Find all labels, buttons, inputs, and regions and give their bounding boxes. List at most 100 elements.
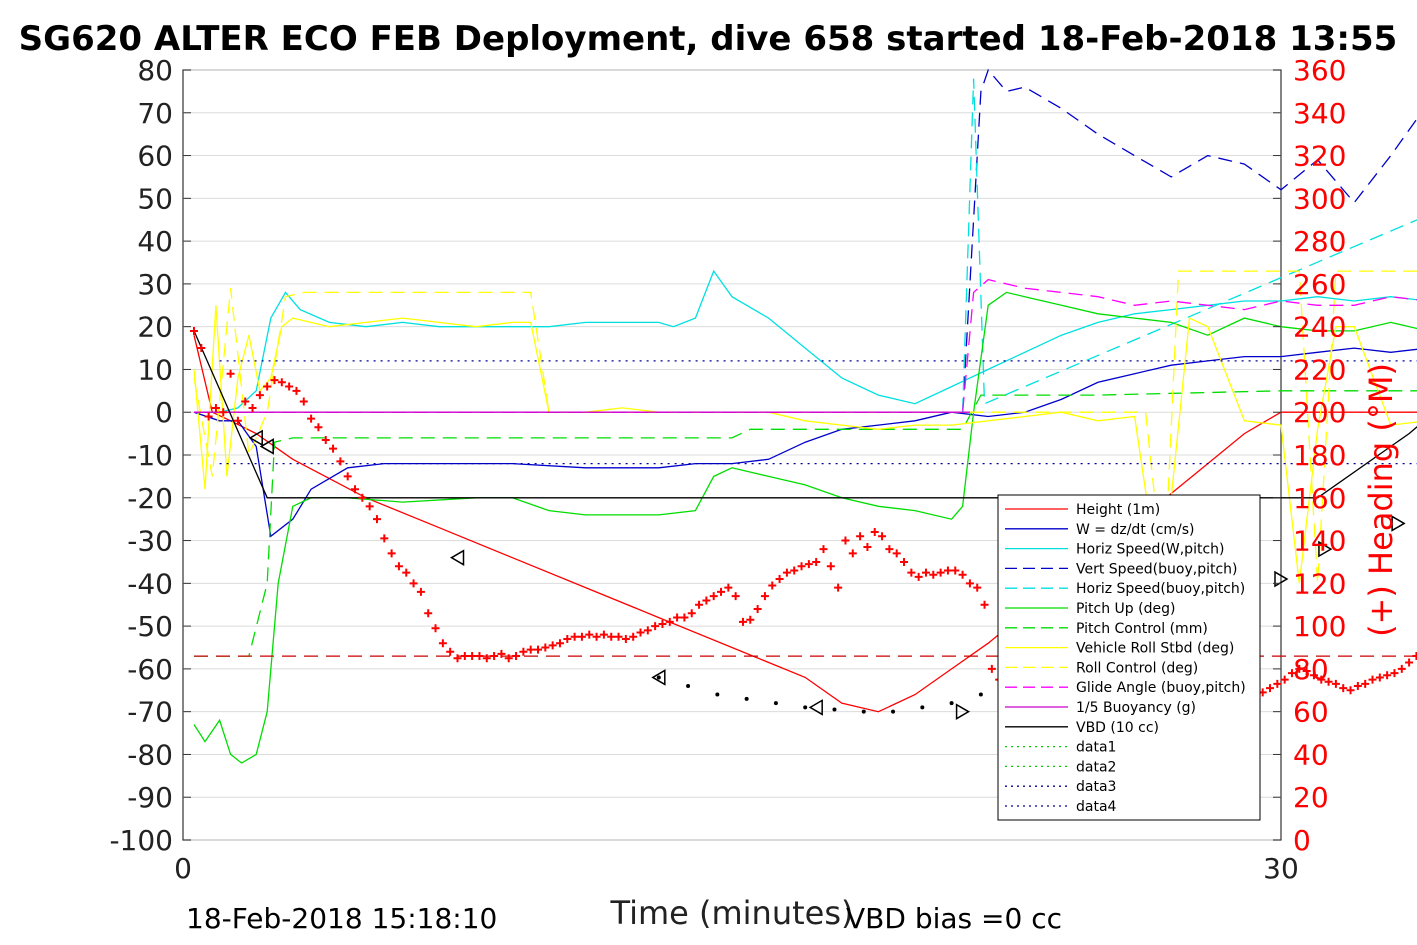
y-right-tick-label: 40 bbox=[1293, 738, 1329, 771]
heading-point bbox=[548, 641, 557, 650]
heading-point bbox=[1397, 664, 1406, 673]
heading-point bbox=[314, 423, 323, 432]
series-line bbox=[194, 269, 1417, 413]
heading-point bbox=[709, 592, 718, 601]
y-tick-label: -30 bbox=[127, 525, 173, 558]
heading-point bbox=[270, 376, 279, 385]
heading-point bbox=[1339, 684, 1348, 693]
dot-marker bbox=[773, 701, 778, 706]
heading-point bbox=[665, 617, 674, 626]
heading-point bbox=[929, 570, 938, 579]
footer-timestamp: 18-Feb-2018 15:18:10 bbox=[186, 902, 497, 935]
heading-point bbox=[914, 572, 923, 581]
heading-point bbox=[189, 326, 198, 335]
heading-point bbox=[431, 624, 440, 633]
series-line bbox=[961, 78, 1417, 413]
heading-point bbox=[351, 485, 360, 494]
legend-label: data3 bbox=[1076, 779, 1116, 795]
y-tick-label: 10 bbox=[137, 353, 173, 386]
heading-point bbox=[1331, 679, 1340, 688]
heading-point bbox=[248, 403, 257, 412]
series-line bbox=[193, 291, 1417, 764]
y-right-tick-label: 220 bbox=[1293, 353, 1346, 386]
y-tick-label: 0 bbox=[155, 396, 173, 429]
heading-point bbox=[416, 587, 425, 596]
y-right-tick-label: 140 bbox=[1293, 525, 1346, 558]
series-line bbox=[193, 305, 1417, 584]
heading-point bbox=[951, 566, 960, 575]
dot-marker bbox=[656, 675, 661, 680]
heading-point bbox=[468, 652, 477, 661]
dot-marker bbox=[686, 684, 691, 688]
heading-point bbox=[475, 652, 484, 661]
dot-marker bbox=[920, 705, 925, 710]
triangle-marker bbox=[248, 429, 263, 447]
heading-point bbox=[621, 634, 630, 643]
heading-point bbox=[321, 436, 330, 445]
heading-point bbox=[760, 592, 769, 601]
heading-point bbox=[892, 549, 901, 558]
heading-point bbox=[1273, 679, 1282, 688]
y-right-tick-label: 260 bbox=[1293, 268, 1346, 301]
x-axis-label: Time (minutes) bbox=[610, 894, 854, 932]
triangle-marker bbox=[955, 703, 971, 720]
y-right-tick-label: 60 bbox=[1293, 696, 1329, 729]
heading-point bbox=[526, 645, 535, 654]
legend-label: data4 bbox=[1076, 799, 1117, 815]
legend-label: Horiz Speed(W,pitch) bbox=[1076, 542, 1224, 558]
y-right-tick-label: 340 bbox=[1293, 97, 1346, 130]
heading-point bbox=[1412, 652, 1417, 661]
heading-point bbox=[636, 628, 645, 637]
heading-point bbox=[1317, 675, 1326, 684]
heading-point bbox=[695, 600, 704, 609]
heading-point bbox=[958, 570, 967, 579]
heading-point bbox=[797, 562, 806, 571]
heading-point bbox=[599, 630, 608, 639]
heading-point bbox=[768, 581, 777, 590]
heading-point bbox=[943, 566, 952, 575]
y-tick-label: 80 bbox=[137, 54, 173, 87]
heading-point bbox=[365, 502, 374, 511]
heading-point bbox=[219, 408, 228, 417]
dot-marker bbox=[861, 709, 866, 714]
y-tick-label: -50 bbox=[127, 610, 173, 643]
y-right-tick-label: 200 bbox=[1293, 396, 1346, 429]
triangle-marker bbox=[808, 699, 823, 716]
heading-point bbox=[336, 457, 345, 466]
y-right-tick-label: 20 bbox=[1293, 781, 1329, 814]
heading-point bbox=[211, 403, 220, 412]
y-tick-label: 40 bbox=[137, 225, 173, 258]
heading-point bbox=[394, 562, 403, 571]
heading-point bbox=[1361, 679, 1370, 688]
heading-point bbox=[358, 493, 367, 502]
heading-point bbox=[541, 643, 550, 652]
dot-marker bbox=[891, 709, 896, 714]
heading-point bbox=[1302, 667, 1311, 676]
heading-point bbox=[878, 532, 887, 541]
heading-point bbox=[446, 647, 455, 656]
heading-point bbox=[1346, 686, 1355, 695]
heading-point bbox=[497, 649, 506, 658]
heading-point bbox=[687, 609, 696, 618]
heading-point bbox=[277, 378, 286, 387]
y-tick-label: 60 bbox=[137, 140, 173, 173]
heading-point bbox=[987, 664, 996, 673]
y-tick-label: -40 bbox=[127, 567, 173, 600]
heading-point bbox=[658, 619, 667, 628]
heading-point bbox=[1309, 671, 1318, 680]
heading-point bbox=[255, 391, 264, 400]
triangle-marker bbox=[1391, 515, 1406, 532]
heading-point bbox=[738, 617, 747, 626]
heading-point bbox=[1287, 669, 1296, 678]
y-tick-label: -90 bbox=[127, 781, 173, 814]
heading-point bbox=[299, 397, 308, 406]
y-tick-label: 70 bbox=[137, 97, 173, 130]
heading-point bbox=[1266, 684, 1275, 693]
legend-label: W = dz/dt (cm/s) bbox=[1076, 522, 1195, 538]
heading-point bbox=[570, 632, 579, 641]
heading-point bbox=[372, 515, 381, 524]
heading-point bbox=[233, 416, 242, 425]
heading-point bbox=[746, 615, 755, 624]
legend-label: Pitch Up (deg) bbox=[1076, 601, 1175, 617]
heading-point bbox=[856, 532, 865, 541]
